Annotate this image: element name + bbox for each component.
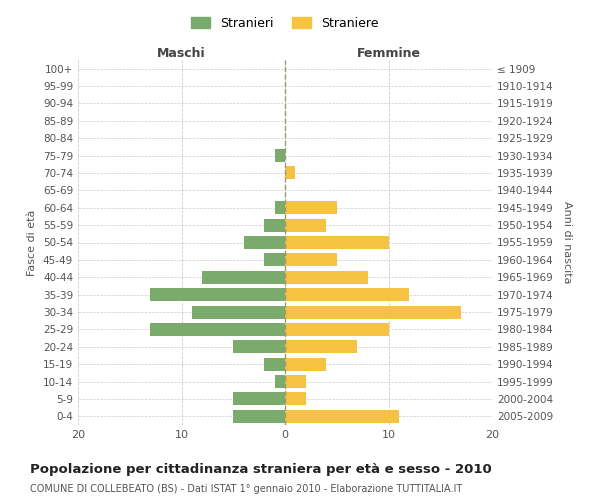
Bar xyxy=(265,218,285,232)
Bar xyxy=(151,323,285,336)
Y-axis label: Fasce di età: Fasce di età xyxy=(28,210,37,276)
Bar xyxy=(202,270,285,284)
Bar xyxy=(192,306,285,318)
Text: Popolazione per cittadinanza straniera per età e sesso - 2010: Popolazione per cittadinanza straniera p… xyxy=(30,462,492,475)
Bar xyxy=(285,218,326,232)
Bar xyxy=(285,410,399,423)
Bar xyxy=(285,201,337,214)
Bar xyxy=(265,358,285,370)
Text: COMUNE DI COLLEBEATO (BS) - Dati ISTAT 1° gennaio 2010 - Elaborazione TUTTITALIA: COMUNE DI COLLEBEATO (BS) - Dati ISTAT 1… xyxy=(30,484,462,494)
Bar xyxy=(285,375,306,388)
Bar xyxy=(285,288,409,301)
Bar xyxy=(233,392,285,406)
Bar xyxy=(275,201,285,214)
Bar xyxy=(151,288,285,301)
Bar xyxy=(265,254,285,266)
Bar xyxy=(285,340,358,353)
Y-axis label: Anni di nascita: Anni di nascita xyxy=(562,201,572,284)
Bar xyxy=(285,306,461,318)
Bar xyxy=(285,392,306,406)
Bar xyxy=(233,340,285,353)
Bar xyxy=(285,270,368,284)
Text: Maschi: Maschi xyxy=(157,47,206,60)
Bar xyxy=(275,149,285,162)
Legend: Stranieri, Straniere: Stranieri, Straniere xyxy=(187,12,383,34)
Bar xyxy=(285,236,389,249)
Bar xyxy=(285,358,326,370)
Bar xyxy=(285,323,389,336)
Bar xyxy=(233,410,285,423)
Bar xyxy=(275,375,285,388)
Bar xyxy=(285,166,295,179)
Text: Femmine: Femmine xyxy=(356,47,421,60)
Bar xyxy=(244,236,285,249)
Bar xyxy=(285,254,337,266)
